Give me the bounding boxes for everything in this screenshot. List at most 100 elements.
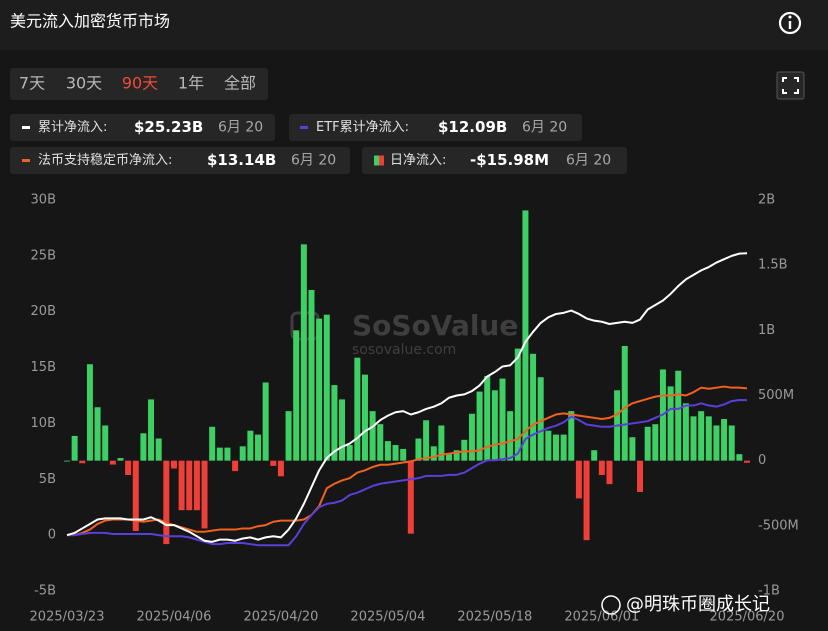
- x-tick-label: 2025/04/06: [136, 610, 211, 625]
- bar: [163, 460, 170, 545]
- bar: [476, 391, 483, 461]
- bar: [545, 430, 552, 461]
- legend-value: $13.14B: [207, 151, 276, 169]
- bar: [713, 425, 720, 461]
- y2-tick-label: 1.5B: [758, 258, 788, 273]
- bar: [675, 370, 682, 461]
- bar: [71, 435, 78, 461]
- line: [67, 398, 748, 547]
- bar: [377, 424, 384, 461]
- bar: [316, 318, 323, 461]
- range-tab[interactable]: 1年: [178, 74, 204, 93]
- bar: [224, 447, 231, 461]
- bar: [499, 378, 506, 461]
- bar: [537, 377, 544, 461]
- x-tick-label: 2025/06/20: [710, 610, 785, 625]
- legend-date: 6月 20: [218, 120, 263, 136]
- bar: [560, 434, 567, 461]
- y-tick-label: 0: [48, 528, 56, 543]
- bar: [415, 438, 422, 461]
- bar: [575, 460, 582, 499]
- bar: [728, 425, 735, 461]
- legend-icon: [374, 155, 379, 166]
- bar: [339, 399, 346, 461]
- y2-tick-label: -1B: [758, 584, 780, 599]
- bar: [117, 458, 124, 461]
- bar: [155, 438, 162, 461]
- bar: [262, 382, 269, 461]
- legend-value: $12.09B: [438, 118, 507, 136]
- x-tick-label: 2025/04/20: [243, 610, 318, 625]
- watermark-site: sosovalue.com: [352, 342, 456, 358]
- bar: [682, 403, 689, 461]
- bar: [209, 426, 216, 461]
- bar: [86, 364, 93, 461]
- bar: [400, 448, 407, 461]
- legend-date: 6月 20: [522, 120, 567, 136]
- expand-button[interactable]: [776, 71, 805, 100]
- bar: [690, 416, 697, 461]
- legend-chip: [289, 114, 582, 141]
- bar: [270, 460, 277, 466]
- legend-label: 日净流入:: [390, 153, 446, 168]
- bar: [721, 418, 728, 461]
- bar: [598, 460, 605, 476]
- bar: [407, 460, 414, 534]
- bar: [629, 437, 636, 461]
- line: [66, 252, 748, 543]
- bar: [568, 411, 575, 461]
- bar: [277, 460, 284, 477]
- y-tick-label: 5B: [39, 472, 56, 487]
- y2-tick-label: 500M: [758, 388, 794, 403]
- watermark-brand: SoSoValue: [352, 309, 518, 342]
- y-tick-label: 20B: [31, 304, 56, 319]
- range-tab[interactable]: 全部: [224, 74, 256, 93]
- bar: [522, 210, 529, 461]
- bar: [354, 357, 361, 461]
- bar: [293, 330, 300, 461]
- bar: [637, 460, 644, 492]
- legend-chip: [10, 147, 350, 174]
- legend-chip: [10, 114, 275, 141]
- x-tick-label: 2025/06/01: [564, 610, 639, 625]
- y-tick-label: -5B: [34, 584, 56, 599]
- bar: [125, 460, 132, 476]
- bar: [193, 460, 200, 511]
- legend-value: -$15.98M: [470, 151, 549, 169]
- bar: [667, 386, 674, 461]
- legend-label: 累计净流入:: [38, 120, 107, 135]
- bar: [216, 447, 223, 461]
- plot-area: -5B 0 5B 10B 15B 20B 25B 30B -1B -500M 0 500M 1B 1.5B…: [30, 193, 799, 625]
- legend-icon: [379, 155, 384, 166]
- bar: [64, 460, 70, 462]
- y-tick-label: 25B: [31, 248, 56, 263]
- bar: [453, 450, 460, 461]
- bar: [484, 375, 491, 461]
- bar: [102, 425, 109, 461]
- info-button[interactable]: [778, 11, 802, 35]
- bar: [461, 439, 468, 461]
- bar: [621, 345, 628, 461]
- bar: [384, 441, 391, 461]
- range-tab[interactable]: 7天: [19, 74, 45, 93]
- bar: [109, 460, 116, 465]
- x-tick-label: 2025/03/23: [30, 610, 105, 625]
- legend-label: 法币支持稳定币净流入:: [38, 152, 172, 168]
- bar: [491, 390, 498, 461]
- bar: [369, 411, 376, 461]
- bar: [606, 460, 613, 485]
- y-tick-label: 30B: [31, 193, 56, 208]
- legend-chip: [362, 147, 627, 174]
- bar: [255, 434, 262, 461]
- credit-text: @明珠币圈成长记: [626, 594, 770, 615]
- bar: [285, 411, 292, 461]
- range-tab[interactable]: 90天: [122, 74, 158, 93]
- range-tab[interactable]: 30天: [66, 74, 102, 93]
- bar: [201, 460, 208, 529]
- y-tick-label: 10B: [31, 416, 56, 431]
- bar: [361, 374, 368, 461]
- bar: [392, 445, 399, 461]
- bar: [705, 416, 712, 461]
- bar: [430, 446, 437, 461]
- bar: [507, 411, 514, 461]
